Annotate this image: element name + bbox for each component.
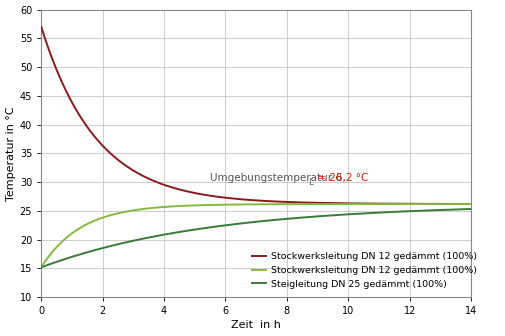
Stockwerksleitung DN 12 gedämmt (100%): [60, 239, 66, 243]
Stockwerksleitung DN 12 gedämmt (100%): [454, 202, 461, 206]
Steigleitung DN 25 gedämmt (100%): [235, 222, 241, 226]
Y-axis label: Temperatur in °C: Temperatur in °C: [6, 106, 16, 201]
Text: Umgebungstemperatur ϑ: Umgebungstemperatur ϑ: [210, 173, 341, 183]
Steigleitung DN 25 gedämmt (100%): [467, 207, 473, 211]
Stockwerksleitung DN 12 gedämmt (100%): [247, 202, 253, 206]
Stockwerksleitung DN 12 gedämmt (100%): [38, 25, 44, 29]
Stockwerksleitung DN 12 gedämmt (100%): [38, 265, 44, 269]
Line: Stockwerksleitung DN 12 gedämmt (100%): Stockwerksleitung DN 12 gedämmt (100%): [41, 204, 470, 267]
Stockwerksleitung DN 12 gedämmt (100%): [454, 202, 461, 206]
Legend: Stockwerksleitung DN 12 gedämmt (100%), Stockwerksleitung DN 12 gedämmt (100%), : Stockwerksleitung DN 12 gedämmt (100%), …: [247, 249, 480, 293]
Line: Stockwerksleitung DN 12 gedämmt (100%): Stockwerksleitung DN 12 gedämmt (100%): [41, 27, 470, 204]
Stockwerksleitung DN 12 gedämmt (100%): [235, 203, 241, 207]
Steigleitung DN 25 gedämmt (100%): [454, 207, 461, 211]
Text: = 26,2 °C: = 26,2 °C: [313, 173, 368, 183]
Stockwerksleitung DN 12 gedämmt (100%): [454, 202, 461, 206]
Stockwerksleitung DN 12 gedämmt (100%): [376, 202, 382, 206]
Stockwerksleitung DN 12 gedämmt (100%): [376, 202, 382, 206]
Line: Steigleitung DN 25 gedämmt (100%): Steigleitung DN 25 gedämmt (100%): [41, 209, 470, 267]
Stockwerksleitung DN 12 gedämmt (100%): [467, 202, 473, 206]
Steigleitung DN 25 gedämmt (100%): [454, 207, 461, 211]
Stockwerksleitung DN 12 gedämmt (100%): [467, 202, 473, 206]
Text: L: L: [307, 178, 312, 187]
Steigleitung DN 25 gedämmt (100%): [376, 211, 382, 215]
Steigleitung DN 25 gedämmt (100%): [38, 265, 44, 269]
Steigleitung DN 25 gedämmt (100%): [60, 258, 66, 262]
X-axis label: Zeit  in h: Zeit in h: [231, 321, 281, 330]
Stockwerksleitung DN 12 gedämmt (100%): [247, 198, 253, 202]
Stockwerksleitung DN 12 gedämmt (100%): [235, 197, 241, 201]
Steigleitung DN 25 gedämmt (100%): [247, 220, 253, 224]
Stockwerksleitung DN 12 gedämmt (100%): [454, 202, 461, 206]
Stockwerksleitung DN 12 gedämmt (100%): [60, 83, 66, 87]
